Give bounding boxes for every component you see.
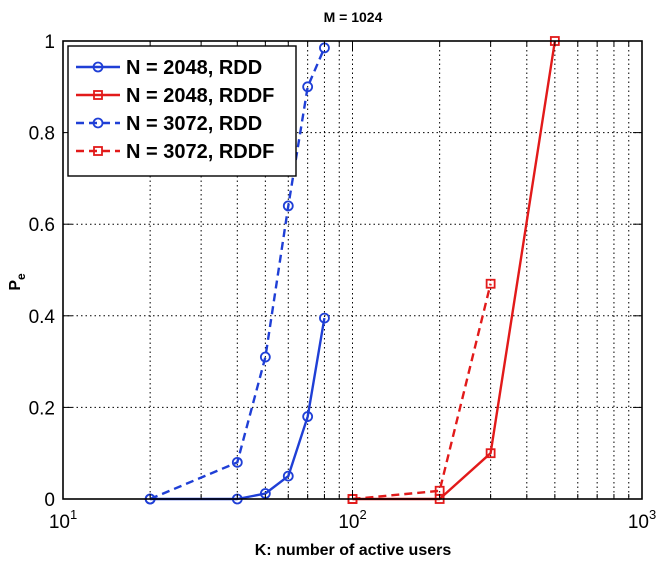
- data-point: [282, 470, 294, 482]
- legend-label: N = 3072, RDDF: [126, 141, 274, 163]
- legend-marker: [92, 117, 104, 129]
- series-0: [144, 312, 330, 505]
- x-tick-label-base: 10: [628, 512, 649, 533]
- data-point: [485, 448, 496, 459]
- data-point: [302, 411, 314, 422]
- y-tick-label: 0.6: [29, 215, 55, 236]
- data-point: [282, 200, 294, 212]
- legend-label: N = 2048, RDDF: [126, 85, 274, 107]
- x-tick-label-exponent: 3: [649, 507, 656, 522]
- series-line: [149, 47, 326, 501]
- y-tick-label: 0.4: [29, 307, 56, 328]
- legend-entry: N = 2048, RDDF: [76, 85, 274, 107]
- x-tick-label: 101: [49, 507, 77, 533]
- legend-marker: [93, 90, 103, 100]
- chart-title: M = 1024: [324, 9, 383, 25]
- legend-label: N = 3072, RDD: [126, 113, 262, 135]
- y-tick-label: 1: [44, 32, 55, 53]
- legend-label: N = 2048, RDD: [126, 57, 262, 79]
- y-axis-label-subscript: e: [14, 273, 28, 280]
- series-line: [352, 283, 492, 501]
- x-tick-label-exponent: 2: [359, 507, 366, 522]
- x-tick-label-base: 10: [49, 512, 70, 533]
- legend-entry: N = 3072, RDD: [76, 113, 262, 135]
- y-tick-label: 0.2: [29, 398, 55, 419]
- y-axis-label: Pe: [7, 273, 28, 291]
- y-tick-label: 0: [44, 490, 55, 511]
- data-point: [319, 312, 330, 324]
- legend-marker: [93, 146, 103, 156]
- legend: N = 2048, RDD N = 2048, RDDF N = 3072, RDD…: [67, 45, 297, 177]
- series-line: [150, 317, 326, 501]
- y-tick-label: 0.8: [29, 124, 55, 145]
- x-tick-label-exponent: 1: [70, 507, 77, 522]
- data-point: [259, 351, 271, 363]
- grid: [63, 41, 642, 499]
- data-point: [231, 456, 243, 468]
- data-point: [302, 81, 314, 93]
- x-tick-label: 103: [628, 507, 656, 533]
- x-tick-label-base: 10: [338, 512, 359, 533]
- series-2: [144, 42, 330, 505]
- legend-marker: [92, 61, 104, 73]
- legend-entry: N = 2048, RDD: [76, 57, 262, 79]
- y-axis-label-main: P: [7, 280, 24, 291]
- x-axis-label: K: number of active users: [255, 542, 452, 559]
- data-point: [485, 278, 496, 289]
- x-tick-label: 102: [338, 507, 366, 533]
- legend-entry: N = 3072, RDDF: [76, 141, 274, 163]
